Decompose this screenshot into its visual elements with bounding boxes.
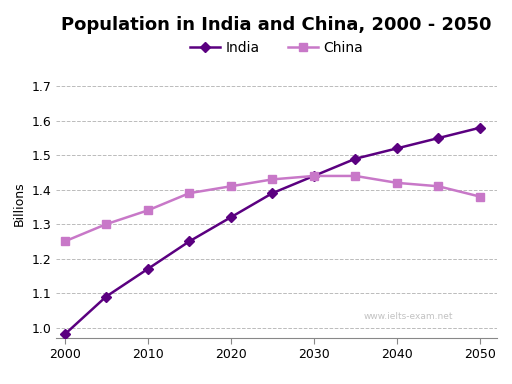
Text: www.ielts-exam.net: www.ielts-exam.net [364, 312, 453, 321]
India [103, 294, 109, 299]
India [394, 146, 400, 151]
Line: India: India [61, 124, 483, 338]
China [311, 174, 317, 178]
Legend: India, China: India, China [189, 41, 364, 55]
China [186, 191, 193, 195]
India [352, 156, 358, 161]
India [228, 215, 234, 220]
China [394, 180, 400, 185]
India [186, 239, 193, 244]
India [61, 332, 68, 337]
China [144, 208, 151, 213]
India [144, 267, 151, 271]
China [228, 184, 234, 189]
China [477, 194, 483, 199]
Line: China: China [60, 172, 484, 246]
Title: Population in India and China, 2000 - 2050: Population in India and China, 2000 - 20… [61, 16, 492, 34]
China [352, 174, 358, 178]
China [435, 184, 441, 189]
Y-axis label: Billions: Billions [13, 181, 26, 226]
India [269, 191, 275, 195]
India [477, 126, 483, 130]
China [61, 239, 68, 244]
India [435, 136, 441, 140]
China [269, 177, 275, 182]
India [311, 174, 317, 178]
China [103, 222, 109, 227]
